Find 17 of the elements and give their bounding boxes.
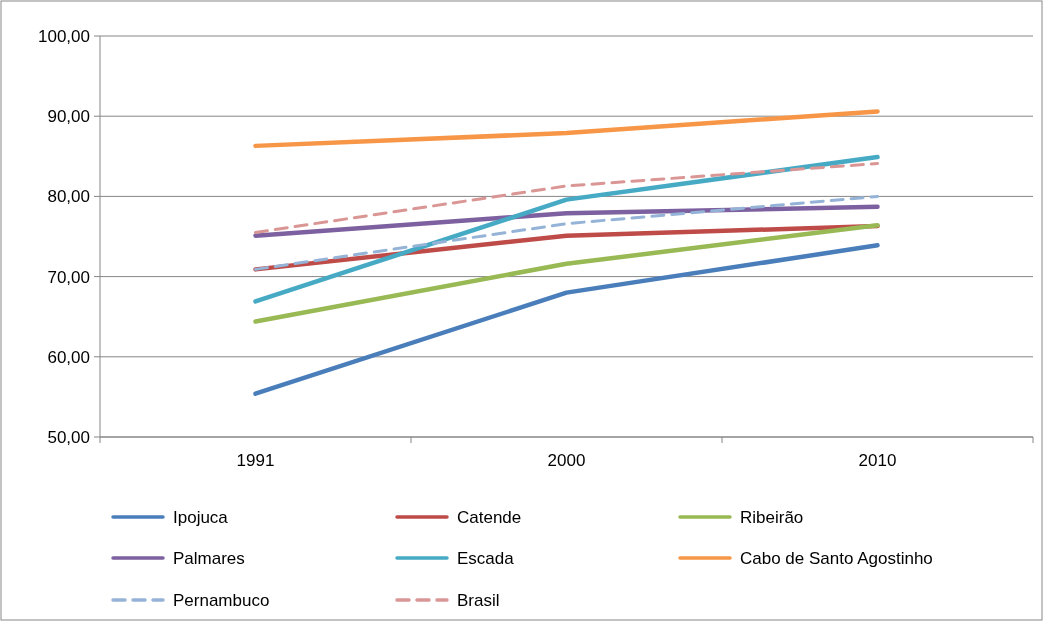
legend-label: Escada	[457, 548, 515, 568]
y-tick-label: 90,00	[47, 107, 90, 127]
x-tick-label: 1991	[236, 451, 275, 470]
y-tick-label: 50,00	[47, 427, 90, 447]
legend-label: Cabo de Santo Agostinho	[740, 548, 933, 568]
y-tick-label: 70,00	[47, 267, 90, 287]
legend-label: Pernambuco	[173, 590, 270, 610]
legend-label: Ribeirão	[740, 507, 804, 527]
y-tick-label: 80,00	[47, 187, 90, 207]
legend-label: Catende	[457, 507, 522, 527]
legend-label: Palmares	[173, 548, 245, 568]
legend-label: Brasil	[457, 590, 500, 610]
y-tick-label: 60,00	[47, 347, 90, 367]
x-tick-label: 2010	[858, 451, 897, 470]
legend-label: Ipojuca	[173, 507, 229, 527]
x-tick-label: 2000	[547, 451, 586, 470]
y-tick-label: 100,00	[38, 26, 90, 46]
